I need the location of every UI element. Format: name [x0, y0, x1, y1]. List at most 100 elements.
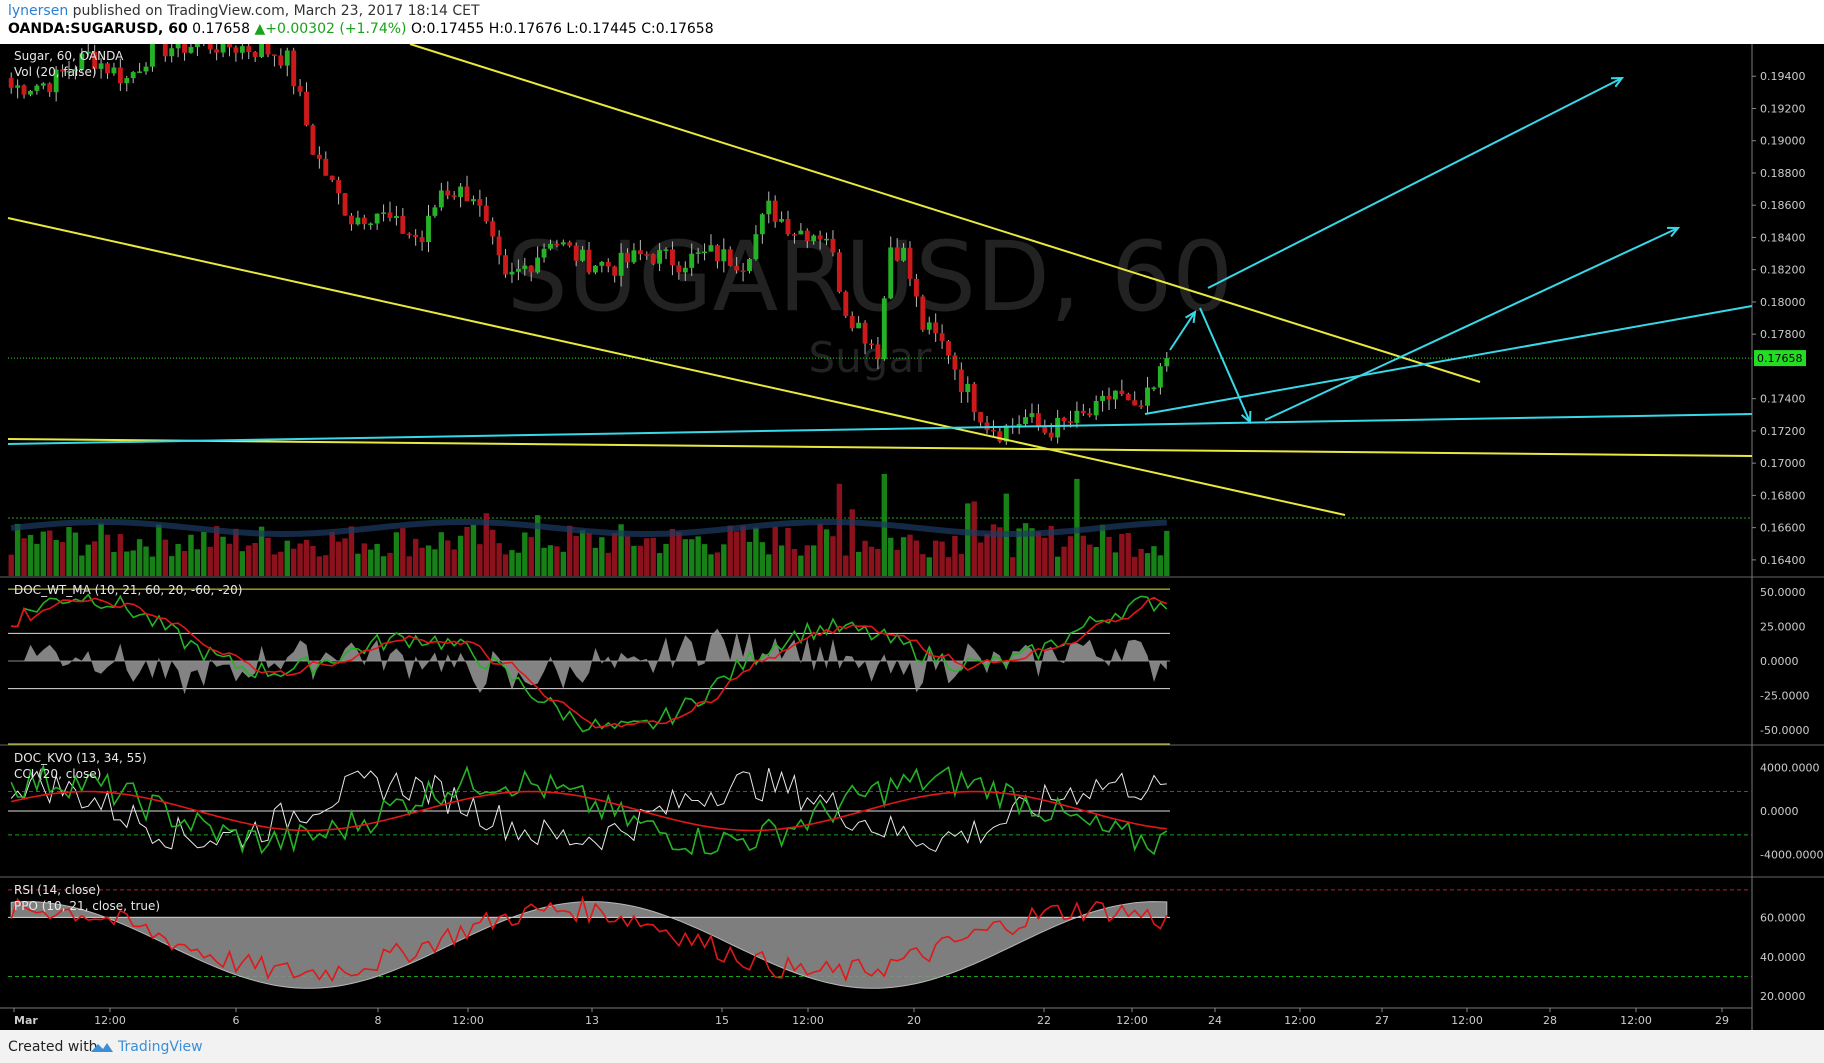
volume-bar [21, 538, 27, 576]
volume-bar [663, 543, 669, 576]
candle-body [1100, 395, 1106, 402]
candle-body [869, 343, 874, 346]
time-tick-label: Mar [14, 1014, 38, 1027]
volume-ma-line [10, 519, 1167, 537]
candle-body [1132, 400, 1138, 406]
candle-body [105, 63, 110, 74]
volume-bar [656, 553, 663, 576]
candle-body [15, 85, 21, 88]
candle-body [625, 252, 630, 263]
candle-body [259, 44, 265, 57]
volume-bar [1106, 536, 1112, 576]
kvo-signal-line [11, 790, 1167, 832]
arrow-up-target-2-head [1666, 226, 1681, 238]
volume-bar [599, 537, 605, 576]
candle-body [862, 322, 868, 344]
candle-body [406, 233, 412, 236]
candle-body [708, 245, 714, 252]
volume-bar [207, 546, 213, 576]
volume-bar [534, 515, 541, 576]
volume-bar [310, 545, 316, 576]
candle-body [843, 291, 849, 316]
volume-bar [194, 549, 201, 576]
candle-body [381, 212, 387, 214]
volume-bar [387, 552, 393, 576]
rsi-tick-label: 40.0000 [1760, 951, 1806, 964]
volume-bar [855, 551, 862, 576]
volume-bar [939, 541, 945, 576]
candle-body [1048, 432, 1054, 438]
candle-body [72, 69, 78, 72]
volume-bar [1087, 544, 1093, 576]
volume-bar [1022, 523, 1029, 576]
candle-body [233, 47, 239, 53]
candle-body [1035, 413, 1041, 426]
volume-bar [470, 524, 477, 576]
time-tick-label: 22 [1037, 1014, 1051, 1027]
candle-body [98, 63, 104, 69]
arrow-up-target-1 [1207, 77, 1623, 289]
wt-histogram-area [11, 628, 1167, 695]
candle-body [304, 91, 309, 126]
cci-line [10, 767, 1167, 853]
volume-bar [1035, 531, 1042, 576]
candle-body [150, 44, 155, 67]
volume-bar [98, 523, 104, 576]
candle-body [432, 207, 438, 216]
candle-body [734, 265, 740, 271]
candle-body [567, 242, 573, 246]
volume-bar [233, 528, 239, 576]
time-tick-label: 15 [715, 1014, 729, 1027]
tradingview-brand-link[interactable]: TradingView [118, 1039, 203, 1055]
candle-body [515, 268, 521, 272]
volume-bar [515, 552, 522, 576]
candle-body [881, 298, 887, 360]
volume-bar [560, 551, 567, 576]
candle-body [271, 54, 277, 56]
candle-body [477, 199, 483, 206]
candle-body [496, 236, 502, 256]
time-tick-label: 6 [233, 1014, 240, 1027]
volume-bar [8, 554, 14, 576]
volume-bar [849, 509, 855, 576]
candle-body [1106, 395, 1112, 400]
candle-body [894, 247, 900, 261]
candle-body [1042, 425, 1048, 433]
time-tick-label: 24 [1208, 1014, 1222, 1027]
volume-bar [361, 543, 368, 576]
candle-body [426, 215, 431, 243]
volume-bar [791, 548, 798, 576]
candle-body [753, 234, 759, 260]
pane-legend-2-1: CCI (20, close) [14, 767, 101, 781]
volume-bar [701, 544, 708, 576]
candle-body [958, 369, 964, 393]
symbol-name: OANDA:SUGARUSD, 60 [8, 21, 188, 37]
volume-bar [522, 532, 528, 576]
volume-bar [1125, 533, 1131, 576]
candle-body [888, 247, 894, 299]
volume-bar [400, 528, 406, 576]
volume-bar [316, 556, 323, 576]
arrow-up-small-head [1185, 310, 1197, 324]
volume-bar [843, 555, 849, 576]
candle-body [47, 83, 53, 93]
candle-body [650, 254, 656, 264]
symbol-watermark: SUGARUSD, 60 [507, 221, 1233, 333]
candle-body [1151, 387, 1157, 390]
price-tick-label: 0.17000 [1760, 457, 1806, 470]
candle-body [194, 44, 200, 48]
volume-bar [143, 546, 149, 576]
candle-body [779, 219, 785, 222]
candle-body [188, 47, 194, 53]
candle-body [824, 238, 829, 241]
publisher-line: lynersen published on TradingView.com, M… [8, 3, 480, 19]
candle-body [28, 90, 33, 95]
volume-bar [14, 523, 21, 576]
volume-bar [464, 526, 470, 576]
candle-body [239, 46, 245, 53]
kvo-tick-label: 4000.0000 [1760, 762, 1820, 775]
time-tick-label: 13 [585, 1014, 599, 1027]
volume-bar [977, 542, 984, 576]
author-link[interactable]: lynersen [8, 3, 69, 19]
